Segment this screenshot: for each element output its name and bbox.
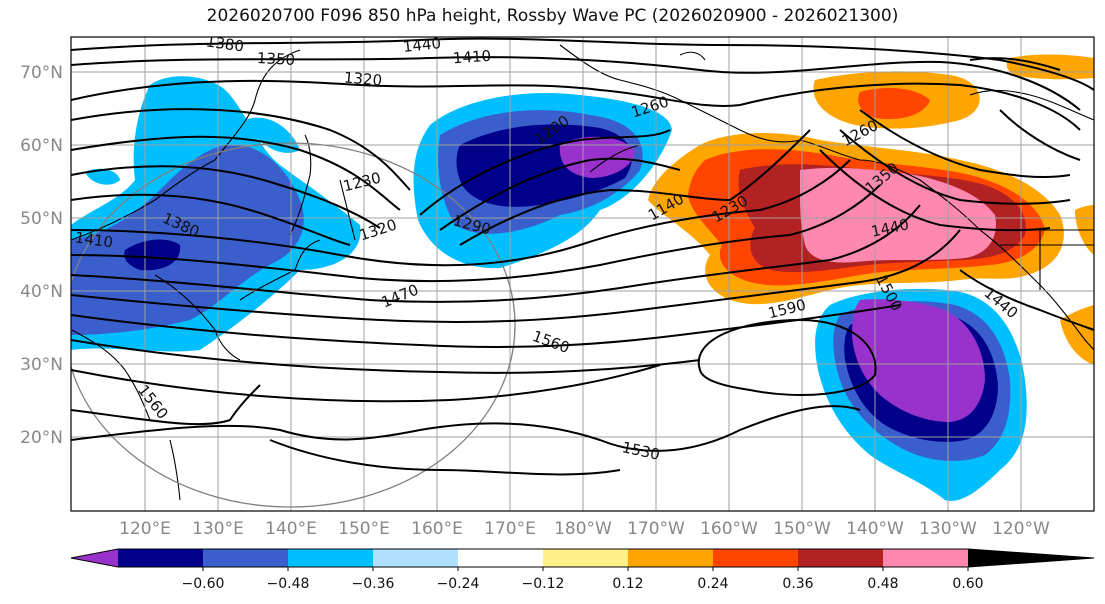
colorbar-tick-label: 0.36: [782, 576, 813, 592]
contour-label: 1440: [402, 34, 442, 56]
region-circle: [71, 142, 516, 508]
colorbar-tick-label: 0.48: [867, 576, 898, 592]
lat-label: 30°N: [20, 355, 63, 375]
contour-label: 1320: [343, 68, 383, 89]
lon-label: 140°E: [265, 519, 317, 539]
colorbar-tick-label: −0.60: [182, 576, 225, 592]
lon-label: 160°W: [700, 519, 758, 539]
colorbar-tick-label: −0.12: [522, 576, 565, 592]
colorbar-tick-label: 0.12: [612, 576, 643, 592]
latitude-labels: 70°N 60°N 50°N 40°N 30°N 20°N: [20, 63, 63, 448]
map-title: 2026020700 F096 850 hPa height, Rossby W…: [206, 6, 899, 26]
colorbar-segment: [118, 549, 203, 567]
colorbar-segment: [968, 549, 1094, 567]
height-contours: [71, 37, 1094, 476]
contour-label: 1410: [74, 228, 114, 251]
colorbar-segment: [883, 549, 968, 567]
colorbar-tick-label: −0.48: [267, 576, 310, 592]
lon-label: 130°E: [192, 519, 244, 539]
colorbar-segment: [713, 549, 798, 567]
colorbar-tick-label: 0.24: [697, 576, 728, 592]
colorbar-segment: [288, 549, 373, 567]
lon-label: 160°E: [411, 519, 463, 539]
lon-label: 150°W: [773, 519, 831, 539]
longitude-labels: 120°E 130°E 140°E 150°E 160°E 170°E 180°…: [119, 519, 1050, 539]
lon-label: 120°E: [119, 519, 171, 539]
lon-label: 150°E: [338, 519, 390, 539]
lon-label: 170°E: [484, 519, 536, 539]
lon-label: 180°W: [554, 519, 612, 539]
colorbar-segment: [628, 549, 713, 567]
lat-label: 60°N: [20, 136, 63, 156]
lat-label: 40°N: [20, 282, 63, 302]
lon-label: 120°W: [992, 519, 1050, 539]
colorbar-tick-label: 0.60: [952, 576, 983, 592]
colorbar: −0.60 −0.48 −0.36 −0.24 −0.12 0.12 0.24 …: [70, 548, 1095, 592]
negative-anomaly-east-pacific: [815, 288, 1027, 501]
map-frame: [70, 36, 1095, 512]
contour-label: 1380: [205, 32, 245, 55]
lat-label: 50°N: [20, 209, 63, 229]
colorbar-outline: [70, 548, 1095, 568]
colorbar-segment: [458, 549, 543, 567]
contour-label: 1410: [452, 47, 491, 68]
colorbar-segment: [373, 549, 458, 567]
colorbar-segment: [71, 549, 118, 567]
colorbar-segment: [798, 549, 883, 567]
lon-label: 170°W: [627, 519, 685, 539]
contour-label: 1350: [256, 49, 295, 69]
positive-anomaly-gulf-of-alaska: [648, 133, 1064, 305]
colorbar-tick-label: −0.24: [437, 576, 480, 592]
lon-label: 130°W: [919, 519, 977, 539]
colorbar-segment: [203, 549, 288, 567]
lon-label: 140°W: [846, 519, 904, 539]
colorbar-segment: [543, 549, 628, 567]
lat-label: 70°N: [20, 63, 63, 83]
colorbar-tick-label: −0.36: [352, 576, 395, 592]
lat-label: 20°N: [20, 428, 63, 448]
